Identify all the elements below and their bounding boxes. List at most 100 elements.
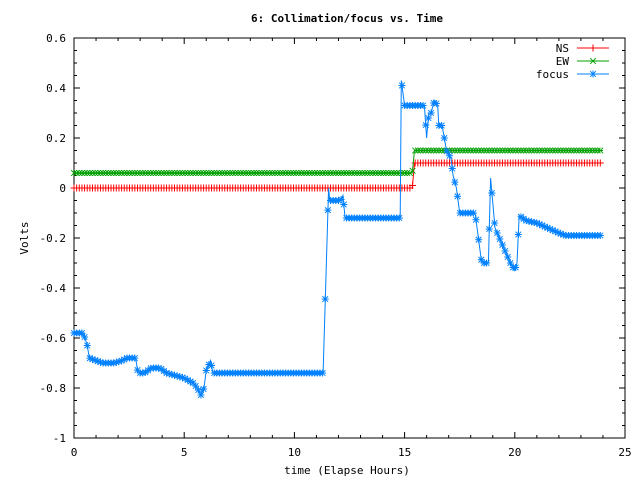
data-point-EW	[361, 169, 369, 177]
marker-stroke	[184, 169, 191, 177]
data-point-EW	[459, 147, 466, 154]
marker-stroke	[319, 169, 326, 177]
data-point-EW	[388, 169, 395, 177]
marker-stroke	[583, 147, 591, 154]
data-point-EW	[504, 147, 511, 154]
data-point-EW	[216, 169, 223, 177]
data-point-EW	[271, 169, 279, 177]
marker-stroke	[179, 169, 186, 177]
marker-stroke	[84, 169, 91, 177]
data-point-EW	[110, 169, 117, 177]
data-point-EW	[345, 169, 353, 177]
marker-stroke	[345, 169, 353, 177]
marker-stroke	[200, 169, 207, 177]
data-point-EW	[385, 169, 392, 177]
marker-stroke	[417, 147, 424, 154]
data-point-EW	[396, 169, 403, 177]
data-point-EW	[89, 169, 96, 177]
marker-stroke	[181, 169, 189, 177]
data-point-EW	[591, 147, 599, 154]
data-point-EW	[536, 147, 543, 154]
marker-stroke	[470, 147, 477, 154]
marker-stroke	[491, 147, 498, 154]
data-point-EW	[70, 169, 78, 177]
series-line-focus	[74, 80, 603, 397]
marker-stroke	[385, 169, 392, 177]
data-point-EW	[258, 169, 265, 177]
data-point-EW	[509, 147, 517, 154]
marker-stroke	[451, 179, 459, 186]
marker-stroke	[187, 378, 194, 385]
data-point-focus	[506, 259, 514, 267]
data-point-EW	[274, 169, 281, 177]
data-point-EW	[163, 169, 170, 177]
marker-stroke	[533, 219, 540, 227]
marker-stroke	[541, 223, 548, 230]
marker-stroke	[594, 147, 601, 154]
marker-stroke	[591, 147, 599, 154]
data-point-EW	[192, 169, 199, 177]
marker-stroke	[515, 147, 522, 154]
marker-stroke	[139, 169, 146, 177]
marker-stroke	[433, 147, 440, 154]
data-point-EW	[488, 147, 496, 154]
data-point-EW	[578, 147, 585, 154]
marker-stroke	[546, 147, 554, 154]
marker-stroke	[110, 169, 117, 177]
data-point-EW	[583, 147, 591, 154]
data-point-EW	[351, 169, 358, 177]
data-point-EW	[248, 169, 255, 177]
data-point-focus	[202, 367, 210, 374]
data-point-EW	[496, 147, 503, 154]
marker-stroke	[462, 147, 469, 154]
data-point-EW	[552, 147, 559, 154]
marker-stroke	[340, 201, 347, 208]
marker-stroke	[155, 169, 162, 177]
marker-stroke	[438, 147, 445, 154]
data-point-EW	[478, 147, 485, 154]
data-point-EW	[97, 169, 104, 177]
marker-stroke	[136, 169, 144, 177]
marker-stroke	[97, 359, 104, 366]
marker-stroke	[512, 264, 519, 271]
marker-stroke	[322, 169, 329, 177]
marker-stroke	[86, 169, 94, 177]
marker-stroke	[494, 229, 501, 237]
data-point-EW	[515, 147, 522, 154]
marker-stroke	[509, 147, 517, 154]
marker-stroke	[184, 376, 191, 384]
marker-stroke	[258, 169, 265, 177]
marker-stroke	[163, 369, 170, 377]
data-point-focus	[192, 382, 200, 390]
marker-stroke	[499, 241, 506, 249]
data-point-EW	[261, 169, 268, 177]
marker-stroke	[134, 169, 141, 177]
data-point-EW	[528, 147, 535, 154]
data-point-EW	[155, 169, 162, 177]
marker-stroke	[295, 169, 302, 177]
data-point-EW	[520, 147, 527, 154]
data-point-focus	[419, 102, 427, 109]
data-point-EW	[181, 169, 189, 177]
marker-stroke	[205, 169, 213, 177]
marker-stroke	[263, 169, 271, 177]
data-point-EW	[480, 147, 488, 154]
marker-stroke	[166, 169, 173, 177]
marker-stroke	[173, 169, 181, 177]
marker-stroke	[327, 169, 334, 177]
y-tick-label: 0.6	[46, 32, 66, 45]
marker-stroke	[78, 169, 86, 177]
marker-stroke	[557, 147, 564, 154]
marker-stroke	[507, 147, 514, 154]
marker-stroke	[171, 169, 178, 177]
marker-stroke	[536, 221, 543, 228]
data-point-EW	[353, 169, 361, 177]
marker-stroke	[538, 222, 546, 229]
marker-stroke	[237, 169, 244, 177]
data-point-EW	[123, 169, 131, 177]
data-point-focus	[398, 82, 406, 89]
marker-stroke	[531, 219, 538, 226]
marker-stroke	[356, 169, 363, 177]
data-point-EW	[195, 169, 202, 177]
marker-stroke	[496, 147, 503, 154]
